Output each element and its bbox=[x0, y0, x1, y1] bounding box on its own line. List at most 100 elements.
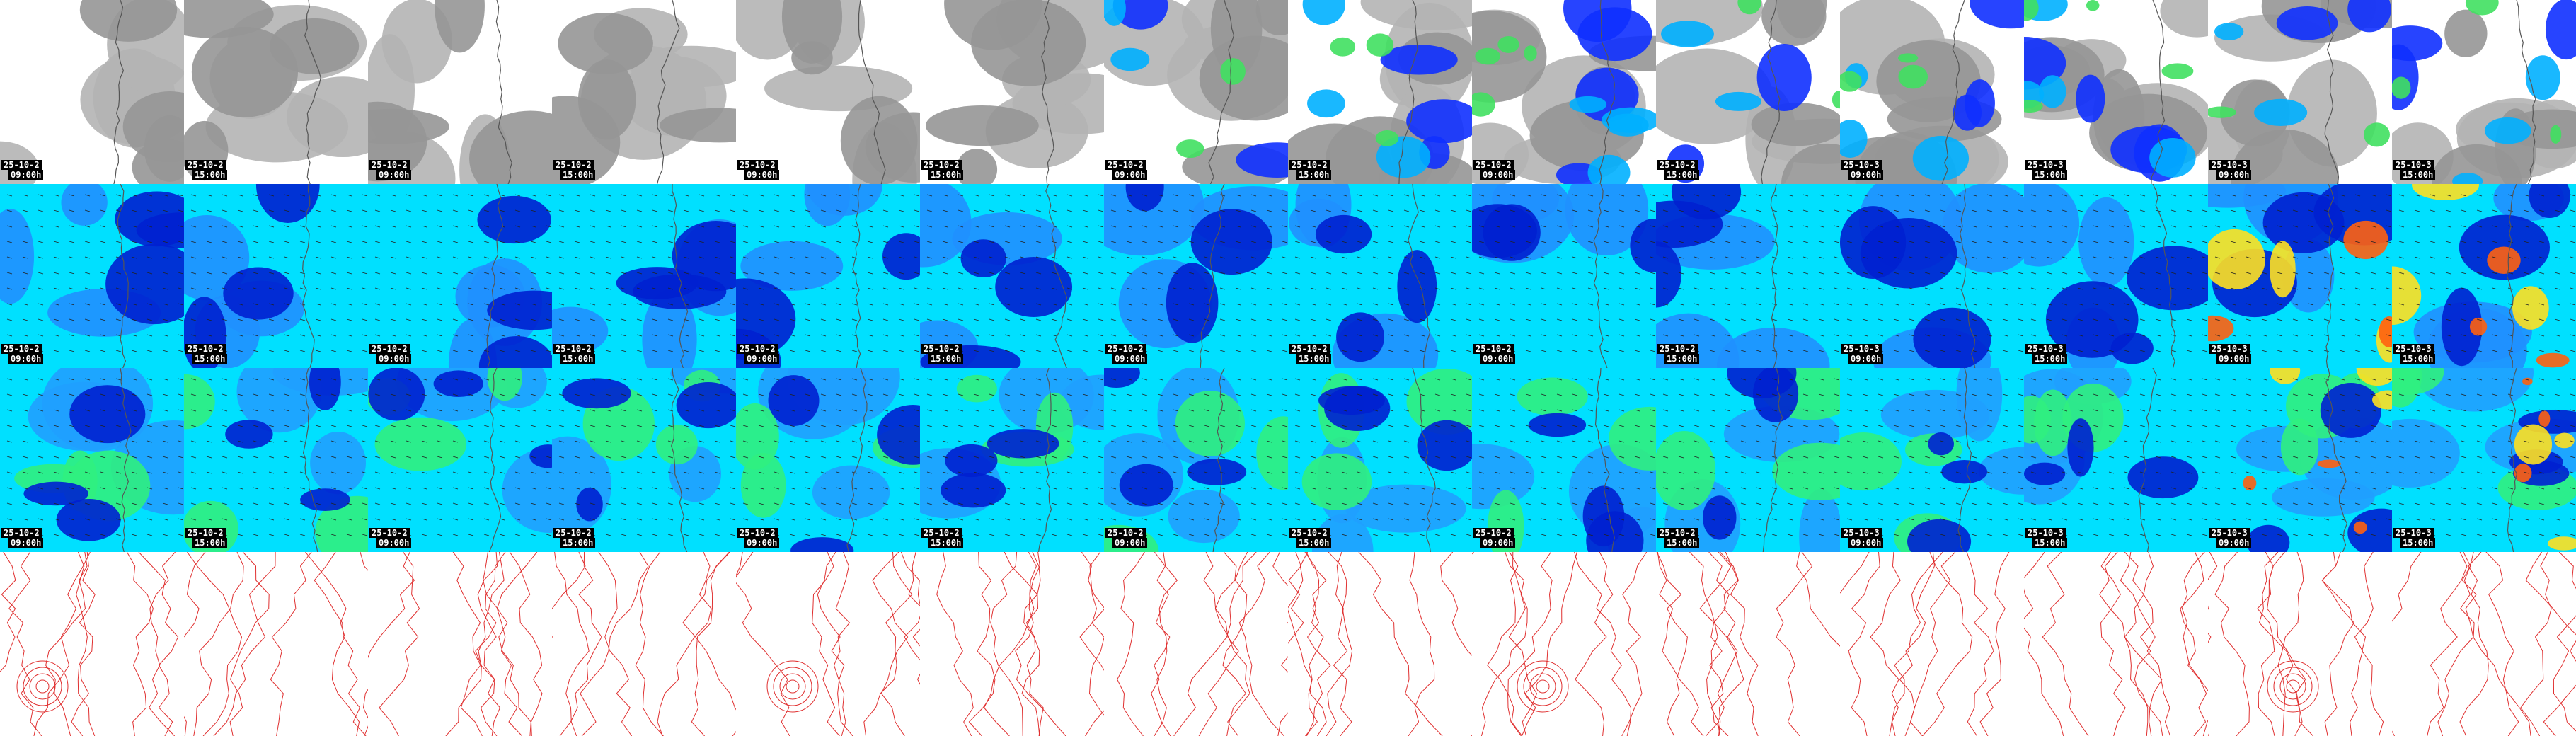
wind-arrow bbox=[53, 303, 59, 306]
wind-arrow bbox=[253, 487, 259, 490]
wind-arrow bbox=[2186, 303, 2192, 306]
wind-arrow bbox=[374, 194, 381, 197]
wind-arrow bbox=[315, 393, 321, 396]
time-label: 09:00h bbox=[2216, 538, 2252, 548]
wind-arrow bbox=[2354, 225, 2361, 228]
wind-arrow bbox=[2155, 272, 2161, 275]
wind-arrow bbox=[2538, 409, 2545, 412]
map-bg bbox=[184, 552, 368, 736]
wind-arrow bbox=[1310, 393, 1316, 396]
wind-arrow bbox=[1341, 425, 1347, 427]
wind-arrow bbox=[1878, 272, 1884, 275]
wind-arrow bbox=[1740, 272, 1747, 275]
wind-arrow bbox=[2386, 425, 2392, 427]
wind-arrow bbox=[1787, 303, 1793, 306]
wind-arrow bbox=[1357, 303, 1363, 306]
wind-arrow bbox=[926, 487, 933, 490]
wind-arrow bbox=[237, 209, 243, 212]
wind-arrow bbox=[1556, 334, 1563, 337]
wind-arrow bbox=[1603, 440, 1609, 443]
wind-arrow bbox=[2246, 425, 2252, 427]
time-label: 15:00h bbox=[2400, 538, 2436, 548]
map-image bbox=[1472, 368, 1656, 552]
wind-arrow bbox=[1266, 287, 1272, 290]
wind-arrow bbox=[2554, 518, 2560, 521]
wind-arrow bbox=[1282, 456, 1288, 459]
wind-arrow bbox=[362, 534, 368, 536]
wind-arrow bbox=[2108, 393, 2115, 396]
wind-arrow bbox=[774, 318, 780, 321]
wind-arrow bbox=[1357, 272, 1363, 275]
wind-arrow bbox=[1173, 225, 1179, 228]
wind-arrow bbox=[1434, 287, 1441, 290]
field-region bbox=[2347, 0, 2391, 33]
isobar bbox=[1440, 552, 1472, 736]
wind-arrow bbox=[315, 241, 321, 243]
wind-arrow bbox=[22, 209, 28, 212]
time-label: 15:00h bbox=[560, 170, 596, 180]
time-stamp: 25-10-2 15:00h bbox=[921, 160, 964, 180]
wind-arrow bbox=[1450, 393, 1456, 396]
wind-arrow bbox=[53, 409, 59, 412]
wind-arrow bbox=[1802, 471, 1809, 474]
wind-arrow bbox=[1986, 502, 1993, 505]
wind-arrow bbox=[2308, 378, 2314, 381]
wind-arrow bbox=[2308, 225, 2314, 228]
wind-arrow bbox=[237, 334, 243, 337]
wind-arrow bbox=[2507, 256, 2514, 259]
wind-arrow bbox=[1434, 393, 1441, 396]
wind-arrow bbox=[652, 303, 658, 306]
wind-arrow bbox=[1219, 334, 1226, 337]
wind-arrow bbox=[1572, 303, 1578, 306]
wind-arrow bbox=[989, 378, 995, 381]
wind-arrow bbox=[2124, 378, 2130, 381]
wind-arrow bbox=[284, 393, 290, 396]
wind-arrow bbox=[805, 425, 811, 427]
wind-arrow bbox=[1020, 502, 1026, 505]
wind-arrow bbox=[2414, 409, 2420, 412]
wind-arrow bbox=[1282, 440, 1288, 443]
wind-arrow bbox=[2277, 209, 2283, 212]
wind-arrow bbox=[1419, 287, 1425, 290]
wind-arrow bbox=[1372, 287, 1379, 290]
wind-arrow bbox=[2292, 241, 2299, 243]
wind-arrow bbox=[2523, 256, 2529, 259]
wind-arrow bbox=[989, 487, 995, 490]
wind-arrow bbox=[2398, 440, 2405, 443]
wind-arrow bbox=[84, 393, 91, 396]
wind-arrow bbox=[190, 456, 197, 459]
wind-arrow bbox=[1051, 440, 1057, 443]
wind-arrow bbox=[299, 487, 306, 490]
wind-arrow bbox=[898, 378, 904, 381]
wind-arrow bbox=[1020, 471, 1026, 474]
wind-arrow bbox=[530, 518, 536, 521]
wind-arrow bbox=[1266, 318, 1272, 321]
wind-arrow bbox=[2492, 456, 2498, 459]
wind-arrow bbox=[1634, 350, 1640, 352]
wind-arrow bbox=[2230, 440, 2236, 443]
wind-arrow bbox=[714, 378, 720, 381]
field-region bbox=[2161, 63, 2194, 79]
wind-arrow bbox=[1004, 409, 1011, 412]
wind-arrow bbox=[2554, 378, 2560, 381]
wind-arrow bbox=[1572, 409, 1578, 412]
wind-arrow bbox=[69, 318, 75, 321]
wind-arrow bbox=[973, 209, 979, 212]
map-image bbox=[736, 184, 920, 368]
wind-arrow bbox=[1142, 471, 1148, 474]
wind-arrow bbox=[268, 241, 275, 243]
wind-arrow bbox=[2386, 409, 2392, 412]
wind-arrow bbox=[1694, 409, 1700, 412]
wind-arrow bbox=[268, 471, 275, 474]
wind-arrow bbox=[330, 456, 337, 459]
wind-arrow bbox=[315, 303, 321, 306]
wind-arrow bbox=[1587, 272, 1594, 275]
field-region bbox=[1210, 0, 1263, 76]
field-region bbox=[1928, 432, 1955, 456]
wind-arrow bbox=[1893, 209, 1899, 212]
wind-arrow bbox=[621, 334, 627, 337]
wind-arrow bbox=[820, 350, 827, 352]
map-tile: 25-10-3 15:00h bbox=[2024, 368, 2208, 552]
wind-arrow bbox=[2476, 409, 2483, 412]
wind-arrow bbox=[69, 487, 75, 490]
